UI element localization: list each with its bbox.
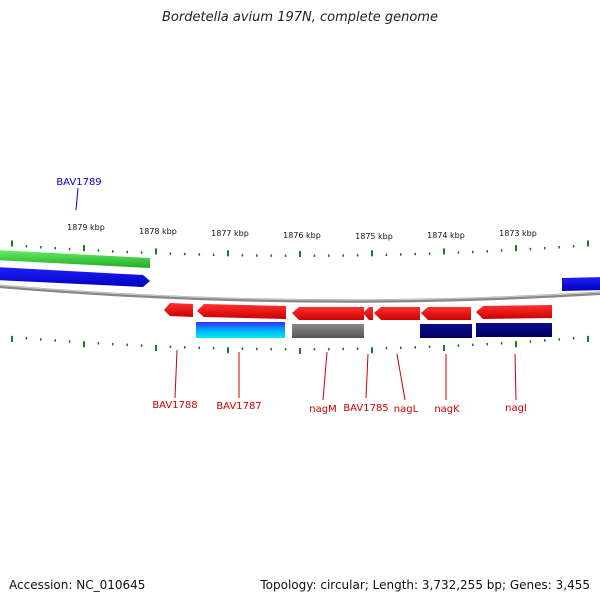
- kbp-label-1873: 1873 kbp: [499, 229, 537, 238]
- gene-bav1785[interactable]: [363, 307, 373, 320]
- scale-ticks-lower: [11, 335, 589, 354]
- gene-label-nagl[interactable]: nagL: [394, 404, 419, 415]
- kbp-label-1874: 1874 kbp: [427, 231, 465, 240]
- kbp-label-1878: 1878 kbp: [139, 227, 177, 236]
- gene-bav1789[interactable]: [0, 267, 150, 287]
- kbp-label-1879: 1879 kbp: [67, 223, 105, 232]
- gene-nagi[interactable]: [476, 305, 552, 319]
- genome-summary-text: Topology: circular; Length: 3,732,255 bp…: [260, 578, 590, 592]
- gene-label-bav1788[interactable]: BAV1788: [152, 400, 197, 411]
- leader-bav1789: [75, 187, 79, 211]
- gene-forward-right[interactable]: [562, 277, 600, 291]
- gene-label-bav1785[interactable]: BAV1785: [343, 403, 388, 414]
- gene-label-nagi[interactable]: nagI: [505, 403, 527, 414]
- navy-feature-track-1[interactable]: [420, 324, 472, 338]
- backbone-arc-highlight: [0, 284, 600, 301]
- gene-nagl[interactable]: [374, 307, 420, 320]
- cyan-feature-track[interactable]: [196, 322, 285, 338]
- gene-label-nagk[interactable]: nagK: [434, 404, 460, 415]
- gene-bav1787[interactable]: [197, 304, 286, 319]
- leader-nagi: [514, 353, 517, 401]
- backbone-arc: [0, 284, 600, 303]
- navy-feature-track-2[interactable]: [476, 323, 552, 337]
- leader-bav1788: [174, 349, 178, 399]
- accession-text: Accession: NC_010645: [9, 578, 146, 592]
- scale-ticks-upper: [11, 240, 589, 257]
- gene-label-nagm[interactable]: nagM: [309, 404, 336, 415]
- green-feature-track[interactable]: [0, 250, 150, 268]
- leader-bav1785: [365, 353, 369, 399]
- kbp-label-1875: 1875 kbp: [355, 232, 393, 241]
- gene-label-bav1789[interactable]: BAV1789: [56, 177, 101, 188]
- kbp-label-1876: 1876 kbp: [283, 231, 321, 240]
- leader-nagl: [396, 353, 406, 401]
- leader-nagm: [322, 351, 328, 401]
- gray-feature-track[interactable]: [292, 324, 364, 338]
- gene-label-bav1787[interactable]: BAV1787: [216, 401, 261, 412]
- map-title: Bordetella avium 197N, complete genome: [162, 10, 438, 25]
- gene-nagk[interactable]: [421, 307, 471, 320]
- kbp-label-1877: 1877 kbp: [211, 229, 249, 238]
- gene-nagm[interactable]: [292, 307, 364, 320]
- gene-bav1788[interactable]: [164, 303, 193, 317]
